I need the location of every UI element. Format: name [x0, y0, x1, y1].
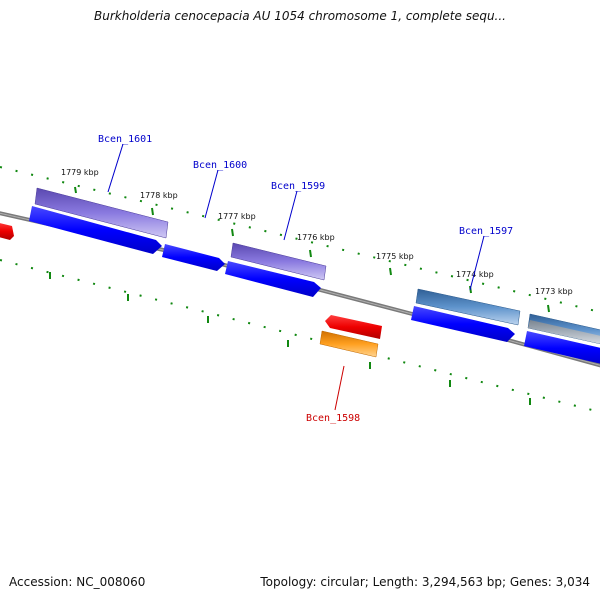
- cds-arrow[interactable]: [225, 261, 321, 297]
- cds-arrow[interactable]: [524, 331, 600, 366]
- major-ticks-upper: [74, 186, 550, 313]
- gene-feature-bcen-1597[interactable]: [415, 288, 521, 326]
- label-leaders: [107, 143, 485, 291]
- major-ticks-lower: [49, 272, 531, 405]
- cds-arrow[interactable]: [29, 206, 162, 254]
- kbp-label: 1773 kbp: [535, 287, 573, 296]
- kbp-label: 1774 kbp: [456, 270, 494, 279]
- map-title: Burkholderia cenocepacia AU 1054 chromos…: [94, 9, 506, 23]
- topology-text: Topology: circular; Length: 3,294,563 bp…: [260, 575, 590, 589]
- kbp-label: 1779 kbp: [61, 168, 99, 177]
- gene-feature-partial-gray[interactable]: [528, 320, 600, 346]
- kbp-label: 1775 kbp: [376, 252, 414, 261]
- gene-label-bcen-1600[interactable]: Bcen_1600: [193, 160, 247, 171]
- gene-label-bcen-1599[interactable]: Bcen_1599: [271, 181, 325, 192]
- gene-label-bcen-1598[interactable]: Bcen_1598: [306, 413, 360, 424]
- kbp-label: 1776 kbp: [297, 233, 335, 242]
- cds-arrow-reverse[interactable]: [325, 315, 382, 339]
- gene-feature-bcen-1598[interactable]: [319, 330, 379, 358]
- label-leader-bcen-1598: [334, 365, 345, 411]
- gene-label-bcen-1601[interactable]: Bcen_1601: [98, 134, 152, 145]
- kbp-label: 1777 kbp: [218, 212, 256, 221]
- accession-text: Accession: NC_008060: [9, 575, 146, 589]
- kbp-label: 1778 kbp: [140, 191, 178, 200]
- gene-feature-bcen-1601[interactable]: [34, 187, 169, 239]
- gene-label-bcen-1597[interactable]: Bcen_1597: [459, 226, 513, 237]
- gene-feature-partial-red[interactable]: [0, 222, 14, 240]
- cds-arrow[interactable]: [162, 244, 225, 271]
- cds-arrow[interactable]: [411, 306, 515, 342]
- gene-feature-bcen-1599[interactable]: [230, 242, 327, 281]
